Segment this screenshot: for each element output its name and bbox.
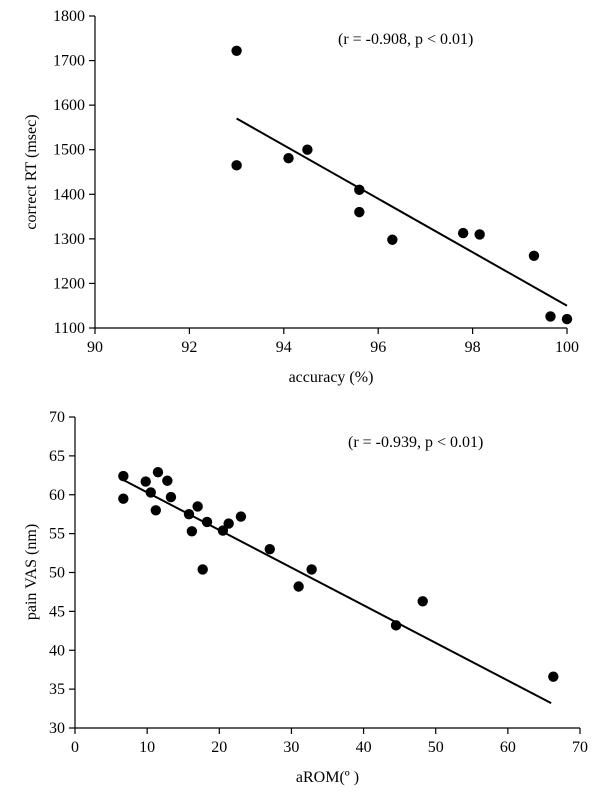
y-tick-label: 30 [49, 720, 65, 737]
x-tick-label: 20 [211, 739, 227, 756]
data-point [387, 234, 398, 245]
data-point [548, 671, 559, 682]
data-point [354, 206, 365, 218]
data-point [150, 505, 161, 516]
x-tick-label: 70 [572, 739, 588, 756]
y-tick-label: 50 [49, 565, 65, 582]
x-axis-title: accuracy (%) [289, 369, 374, 386]
x-tick-label: 60 [500, 739, 516, 756]
y-tick-label: 35 [49, 681, 65, 698]
data-point [354, 184, 365, 196]
y-tick-label: 45 [49, 603, 65, 620]
data-point [223, 518, 234, 529]
data-point [417, 596, 428, 607]
data-point [186, 526, 198, 537]
data-point [302, 144, 313, 155]
data-point [306, 564, 317, 575]
y-tick-label: 1400 [53, 186, 85, 203]
data-point [264, 543, 275, 555]
data-point [457, 227, 469, 239]
data-point [235, 511, 247, 522]
data-point [118, 493, 129, 504]
y-tick-label: 70 [49, 409, 65, 426]
y-axis-title: correct RT (msec) [23, 114, 40, 229]
x-tick-label: 50 [428, 739, 444, 756]
y-tick-label: 1100 [54, 320, 85, 337]
chart-1: 90 92 94 96 98 100 1100 1200 1300 1400 1500 1600 170… [23, 8, 579, 386]
correlation-annotation: (r = -0.939, p < 0.01) [348, 434, 483, 451]
data-point [390, 620, 402, 631]
y-tick-label: 1200 [53, 275, 85, 292]
x-tick-label: 10 [139, 739, 155, 756]
data-point [201, 516, 213, 528]
y-tick-label: 55 [49, 526, 65, 543]
data-point [183, 508, 195, 520]
data-point [545, 311, 556, 322]
x-tick-label: 0 [71, 739, 79, 756]
x-tick-label: 90 [87, 339, 103, 356]
data-point [528, 250, 540, 261]
data-point [231, 160, 242, 171]
data-point [217, 525, 229, 536]
y-tick-label: 1600 [53, 97, 85, 114]
chart-2: 0 10 20 30 40 50 60 70 30 35 40 45 50 55 60 65 70 aROM(º … [23, 409, 588, 786]
y-tick-label: 1500 [53, 142, 85, 159]
y-tick-label: 1700 [53, 53, 85, 70]
data-point [197, 564, 208, 575]
y-tick-label: 40 [49, 642, 65, 659]
data-point [231, 45, 242, 56]
x-tick-label: 100 [555, 339, 579, 356]
data-point [165, 491, 177, 503]
x-axis-title: aROM(º ) [296, 769, 359, 786]
correlation-annotation: (r = -0.908, p < 0.01) [338, 31, 473, 48]
y-tick-label: 65 [49, 448, 65, 465]
data-point [118, 470, 129, 482]
y-axis-title: pain VAS (nm) [23, 524, 40, 620]
y-tick-label: 1300 [53, 231, 85, 248]
x-tick-label: 96 [370, 339, 386, 356]
data-point [140, 476, 151, 487]
data-point [474, 229, 485, 240]
data-point [561, 313, 573, 325]
y-tick-label: 1800 [53, 8, 85, 25]
data-point [192, 501, 203, 512]
x-tick-label: 98 [465, 339, 481, 356]
data-point [283, 152, 294, 164]
data-point [152, 467, 164, 478]
trendline [122, 479, 552, 705]
data-point [293, 581, 304, 592]
x-tick-label: 94 [276, 339, 292, 356]
trendline [236, 117, 568, 307]
data-point [145, 487, 156, 498]
data-point [162, 475, 173, 486]
y-tick-label: 60 [49, 487, 65, 504]
x-tick-label: 40 [356, 739, 372, 756]
x-tick-label: 30 [283, 739, 299, 756]
x-tick-label: 92 [181, 339, 197, 356]
